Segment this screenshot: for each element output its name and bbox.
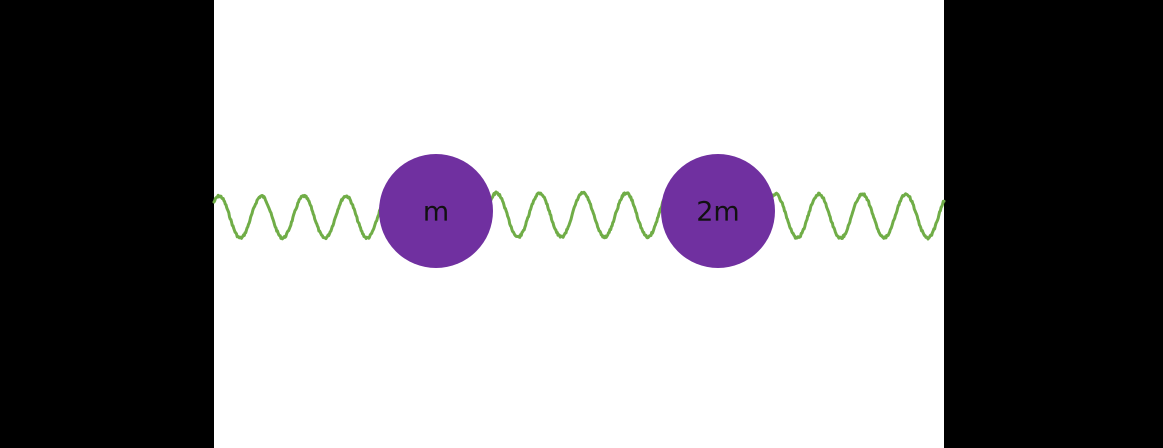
mass-m: m xyxy=(379,154,493,268)
spring-left xyxy=(212,193,385,241)
mass-circle xyxy=(379,154,493,268)
spring-middle xyxy=(489,190,666,240)
spring-right xyxy=(768,191,946,241)
mass-label: 2m xyxy=(696,197,739,228)
diagram-panel xyxy=(214,0,944,448)
mass-label: m xyxy=(423,197,449,228)
mass-circle xyxy=(661,154,775,268)
mass-2m: 2m xyxy=(661,154,775,268)
